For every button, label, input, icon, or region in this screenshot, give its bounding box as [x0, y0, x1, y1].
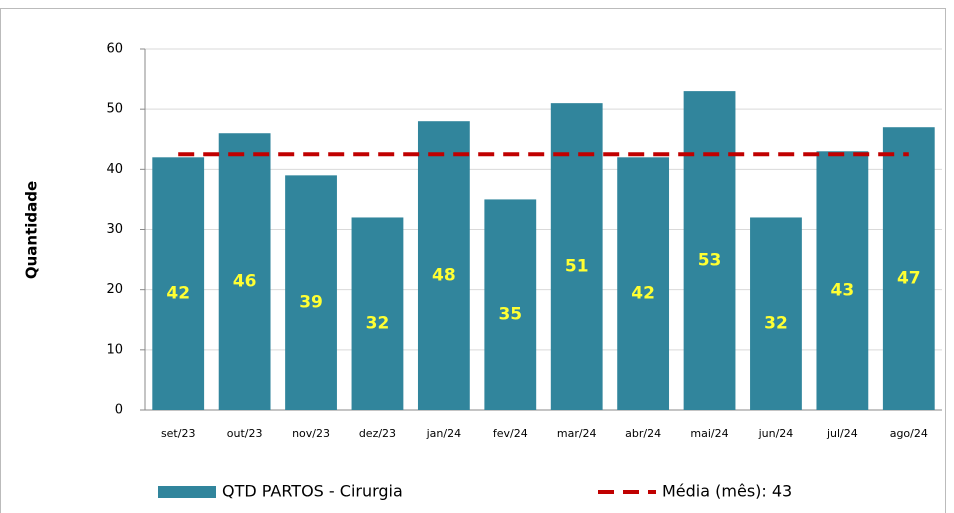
bar — [351, 217, 404, 410]
data-label: 42 — [631, 284, 655, 304]
x-tick-label: fev/24 — [493, 427, 528, 440]
x-tick-label: set/23 — [161, 427, 196, 440]
bar — [285, 175, 337, 410]
y-tick-label: 10 — [106, 342, 123, 357]
bar — [152, 157, 205, 410]
x-tick-label: mai/24 — [690, 427, 728, 440]
bar — [683, 91, 736, 410]
x-tick-label: abr/24 — [625, 427, 661, 440]
data-label: 39 — [299, 293, 323, 313]
legend-label: Média (mês): 43 — [662, 482, 792, 501]
data-label: 32 — [764, 314, 788, 334]
data-label: 35 — [498, 305, 522, 325]
x-tick-label: out/23 — [227, 427, 263, 440]
bar — [816, 151, 869, 411]
y-tick-label: 30 — [106, 222, 123, 237]
data-label: 48 — [432, 266, 456, 286]
x-tick-label: jul/24 — [826, 427, 858, 440]
bar — [617, 157, 670, 410]
bar — [882, 127, 935, 410]
bar — [484, 199, 537, 410]
y-tick-label: 50 — [106, 102, 123, 117]
data-label: 42 — [166, 284, 190, 304]
data-label: 32 — [366, 314, 390, 334]
x-tick-label: jan/24 — [426, 427, 461, 440]
legend-swatch — [158, 486, 216, 498]
y-axis-title: Quantidade — [23, 181, 41, 279]
data-label: 43 — [831, 281, 855, 301]
bar — [218, 133, 271, 410]
y-tick-label: 60 — [106, 42, 123, 57]
x-tick-label: dez/23 — [359, 427, 396, 440]
legend-label: QTD PARTOS - Cirurgia — [222, 482, 403, 501]
y-tick-label: 40 — [106, 162, 123, 177]
data-label: 47 — [897, 269, 921, 289]
chart-frame — [0, 8, 946, 513]
y-tick-label: 20 — [106, 282, 123, 297]
data-label: 46 — [233, 272, 257, 292]
x-tick-label: ago/24 — [890, 427, 928, 440]
y-tick-label: 0 — [115, 403, 123, 418]
data-label: 51 — [565, 257, 589, 277]
data-label: 53 — [698, 251, 722, 271]
x-tick-label: nov/23 — [292, 427, 330, 440]
bar — [750, 217, 802, 410]
x-tick-label: mar/24 — [557, 427, 597, 440]
bar — [417, 121, 470, 410]
x-tick-label: jun/24 — [758, 427, 794, 440]
